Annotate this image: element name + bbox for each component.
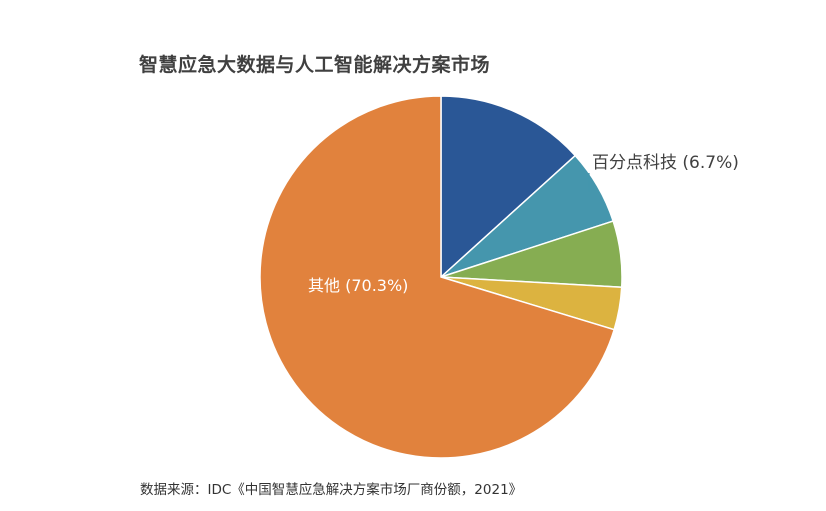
- source-note: 数据来源：IDC《中国智慧应急解决方案市场厂商份额，2021》: [140, 482, 523, 498]
- chart-title: 智慧应急大数据与人工智能解决方案市场: [139, 54, 491, 76]
- slice-label-others: 其他 (70.3%): [308, 276, 408, 295]
- slice-label-baifendian: 百分点科技 (6.7%): [592, 153, 739, 173]
- pie-slice-4: [259, 95, 616, 459]
- pie-slice-0: [440, 95, 577, 279]
